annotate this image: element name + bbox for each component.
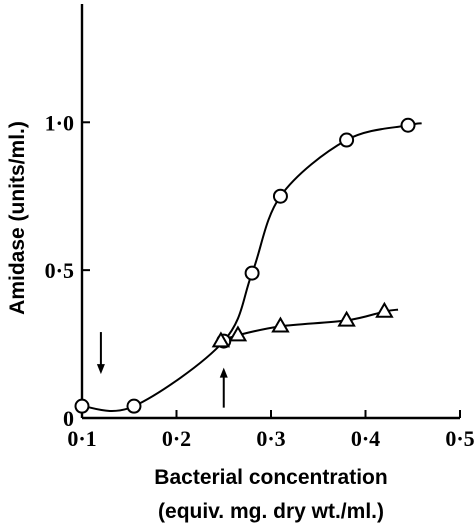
triangle-point [211, 331, 231, 348]
triangle-point [337, 310, 356, 327]
x-tick-label: 0·4 [351, 426, 380, 451]
triangle-point [271, 316, 290, 333]
y-tick-label: 1·0 [45, 110, 74, 135]
x-tick-label: 0·3 [256, 426, 285, 451]
circle-point [339, 132, 355, 148]
arrow-up-head [219, 367, 228, 378]
series-1-curve [220, 308, 399, 343]
triangle-point [228, 325, 248, 342]
arrow-down-head [96, 364, 105, 375]
labels: Bacterial concentration (equiv. mg. dry … [6, 121, 388, 523]
x-tick-label: 0·2 [162, 426, 191, 451]
circle-point [126, 398, 142, 414]
y-axis-title: Amidase (units/ml.) [6, 121, 29, 315]
circle-point [244, 265, 260, 281]
y-tick-label: 0 [63, 406, 74, 431]
circle-point [272, 188, 288, 204]
y-tick-label: 0·5 [45, 258, 74, 283]
annotations [96, 332, 228, 408]
axes: 0·1 0·2 0·3 0·4 0·5 0 0·5 1·0 [45, 4, 474, 451]
x-tick-label: 0·1 [67, 426, 96, 451]
circle-point [74, 398, 90, 414]
triangle-point [375, 301, 394, 318]
circle-point [400, 117, 416, 133]
series-0-curve [81, 122, 422, 412]
x-tick-label: 0·5 [445, 426, 474, 451]
x-axis-title-line2: (equiv. mg. dry wt./ml.) [158, 500, 384, 523]
x-axis-title-line1: Bacterial concentration [154, 466, 387, 489]
markers [74, 117, 416, 414]
